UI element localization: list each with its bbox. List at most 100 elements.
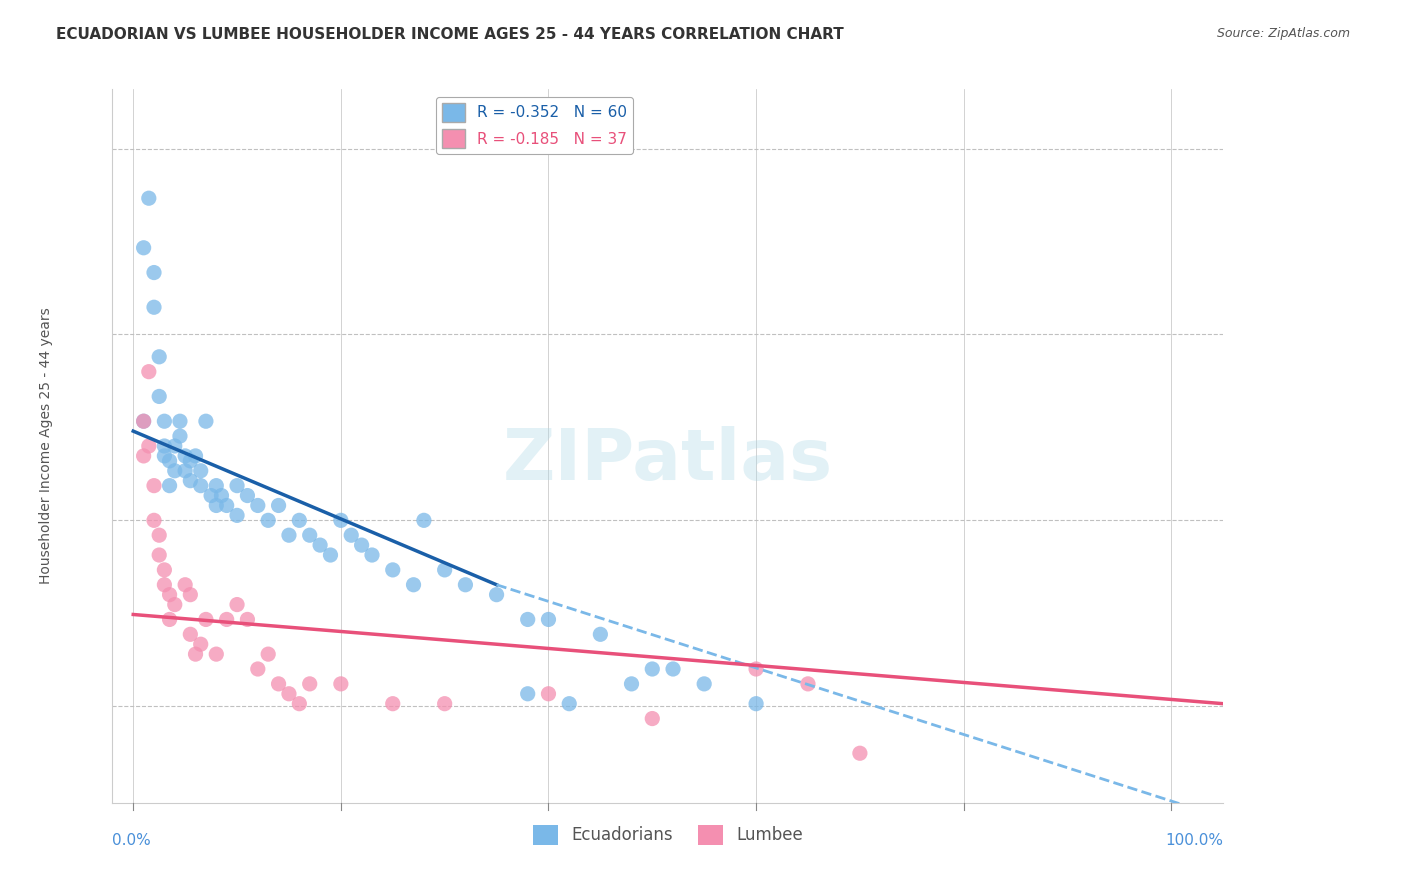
Point	[163, 464, 186, 478]
Point	[215, 612, 238, 626]
Point	[257, 647, 280, 661]
Text: 0.0%: 0.0%	[112, 833, 152, 848]
Point	[589, 627, 612, 641]
Point	[205, 478, 228, 492]
Point	[288, 513, 311, 527]
Point	[412, 513, 434, 527]
Point	[298, 677, 321, 691]
Point	[797, 677, 820, 691]
Point	[138, 439, 160, 453]
Point	[159, 612, 181, 626]
Point	[174, 449, 197, 463]
Point	[745, 662, 768, 676]
Point	[558, 697, 581, 711]
Point	[159, 588, 181, 602]
Point	[143, 300, 166, 314]
Point	[620, 677, 643, 691]
Point	[184, 647, 207, 661]
Point	[215, 499, 238, 513]
Point	[641, 662, 664, 676]
Point	[190, 637, 212, 651]
Legend: Ecuadorians, Lumbee: Ecuadorians, Lumbee	[526, 818, 810, 852]
Point	[340, 528, 363, 542]
Point	[205, 647, 228, 661]
Point	[381, 563, 404, 577]
Point	[226, 508, 249, 523]
Point	[211, 489, 233, 503]
Point	[138, 191, 160, 205]
Point	[849, 746, 872, 760]
Point	[148, 389, 170, 403]
Point	[184, 449, 207, 463]
Point	[288, 697, 311, 711]
Text: ZIPatlas: ZIPatlas	[503, 425, 832, 495]
Point	[267, 677, 290, 691]
Point	[190, 478, 212, 492]
Point	[132, 449, 155, 463]
Point	[641, 712, 664, 726]
Point	[246, 499, 269, 513]
Text: Householder Income Ages 25 - 44 years: Householder Income Ages 25 - 44 years	[39, 308, 53, 584]
Text: Source: ZipAtlas.com: Source: ZipAtlas.com	[1216, 27, 1350, 40]
Point	[381, 697, 404, 711]
Point	[132, 241, 155, 255]
Point	[329, 513, 352, 527]
Point	[169, 429, 191, 443]
Point	[298, 528, 321, 542]
Point	[516, 612, 538, 626]
Point	[350, 538, 373, 552]
Point	[153, 563, 176, 577]
Point	[537, 687, 560, 701]
Point	[179, 627, 201, 641]
Point	[163, 598, 186, 612]
Point	[179, 588, 201, 602]
Point	[179, 454, 201, 468]
Point	[402, 578, 425, 592]
Point	[153, 578, 176, 592]
Point	[132, 414, 155, 428]
Point	[537, 612, 560, 626]
Point	[190, 464, 212, 478]
Point	[516, 687, 538, 701]
Point	[319, 548, 342, 562]
Point	[174, 578, 197, 592]
Point	[143, 513, 166, 527]
Point	[662, 662, 685, 676]
Point	[205, 499, 228, 513]
Point	[745, 697, 768, 711]
Point	[143, 478, 166, 492]
Point	[174, 464, 197, 478]
Point	[267, 499, 290, 513]
Point	[693, 677, 716, 691]
Point	[179, 474, 201, 488]
Point	[361, 548, 384, 562]
Point	[153, 449, 176, 463]
Point	[153, 414, 176, 428]
Point	[148, 548, 170, 562]
Point	[148, 350, 170, 364]
Point	[132, 414, 155, 428]
Point	[200, 489, 222, 503]
Point	[257, 513, 280, 527]
Point	[194, 612, 217, 626]
Point	[143, 266, 166, 280]
Point	[159, 478, 181, 492]
Point	[433, 563, 456, 577]
Point	[236, 612, 259, 626]
Point	[153, 439, 176, 453]
Text: 100.0%: 100.0%	[1166, 833, 1223, 848]
Point	[148, 528, 170, 542]
Point	[138, 365, 160, 379]
Point	[194, 414, 217, 428]
Point	[236, 489, 259, 503]
Point	[163, 439, 186, 453]
Point	[169, 414, 191, 428]
Point	[278, 528, 301, 542]
Point	[433, 697, 456, 711]
Point	[226, 478, 249, 492]
Point	[246, 662, 269, 676]
Point	[329, 677, 352, 691]
Text: ECUADORIAN VS LUMBEE HOUSEHOLDER INCOME AGES 25 - 44 YEARS CORRELATION CHART: ECUADORIAN VS LUMBEE HOUSEHOLDER INCOME …	[56, 27, 844, 42]
Point	[278, 687, 301, 701]
Point	[159, 454, 181, 468]
